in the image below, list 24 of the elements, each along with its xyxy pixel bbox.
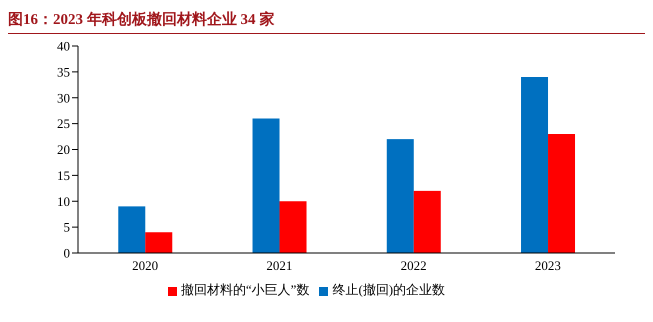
x-tick-label: 2020 xyxy=(132,258,158,274)
y-tick-label: 5 xyxy=(64,220,70,235)
y-tick-label: 35 xyxy=(57,64,70,80)
legend-label: 终止(撤回)的企业数 xyxy=(332,282,446,297)
bar xyxy=(548,134,576,253)
y-tick-label: 40 xyxy=(57,38,70,54)
y-tick-label: 15 xyxy=(57,168,70,183)
x-tick-label: 2022 xyxy=(400,258,427,274)
y-tick-label: 30 xyxy=(57,90,70,106)
y-tick-label: 25 xyxy=(57,116,70,132)
bar xyxy=(252,118,280,253)
y-tick-label: 20 xyxy=(57,142,70,158)
legend-label: 撤回材料的“小巨人”数 xyxy=(180,282,310,297)
bar xyxy=(145,232,172,253)
bar xyxy=(521,77,548,253)
x-tick-label: 2021 xyxy=(266,258,292,274)
bar xyxy=(280,201,307,253)
bar xyxy=(386,139,414,253)
bar xyxy=(414,190,441,253)
chart-title: 图16：2023 年科创板撤回材料企业 34 家 xyxy=(8,8,645,34)
y-tick-label: 10 xyxy=(57,194,70,209)
bar xyxy=(118,206,146,253)
x-tick-label: 2023 xyxy=(534,258,561,274)
y-tick-label: 0 xyxy=(64,246,70,261)
